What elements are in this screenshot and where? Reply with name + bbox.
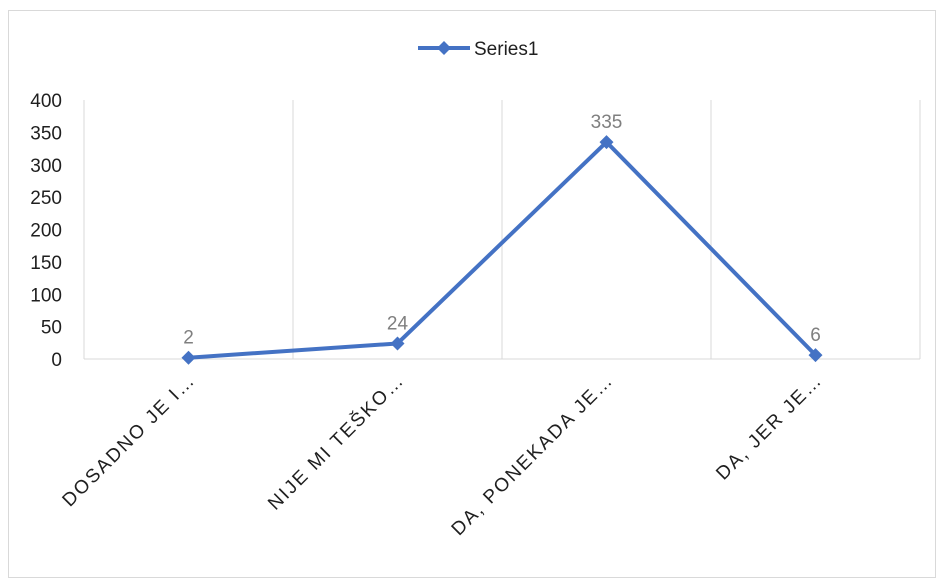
y-tick-label: 200 bbox=[30, 221, 62, 242]
chart-area bbox=[8, 10, 936, 578]
data-point-marker bbox=[808, 348, 823, 363]
y-tick-label: 250 bbox=[30, 188, 62, 209]
data-label: 24 bbox=[387, 313, 409, 334]
legend: Series1 bbox=[418, 39, 538, 60]
series-markers bbox=[181, 135, 823, 365]
gridlines bbox=[83, 100, 921, 359]
x-axis-category-labels: DOSADNO JE I… NIJE MI TEŠKO… DA, PONEKADA … bbox=[59, 369, 827, 540]
y-axis-tick-labels: 0 50 100 150 200 250 300 350 400 bbox=[30, 91, 62, 371]
legend-diamond-icon bbox=[437, 41, 451, 55]
x-category-label: DOSADNO JE I… bbox=[59, 370, 200, 511]
data-labels: 2 24 335 6 bbox=[183, 112, 821, 349]
series-line bbox=[188, 140, 817, 360]
y-tick-label: 100 bbox=[30, 285, 62, 306]
y-tick-label: 0 bbox=[51, 350, 62, 371]
y-tick-label: 400 bbox=[30, 91, 62, 112]
legend-label: Series1 bbox=[474, 39, 538, 60]
data-point-marker bbox=[390, 336, 405, 351]
data-point-marker bbox=[181, 350, 196, 365]
data-point-marker bbox=[599, 135, 614, 150]
x-category-label: DA, PONEKADA JE… bbox=[448, 370, 618, 540]
y-tick-label: 50 bbox=[41, 318, 62, 339]
data-label: 2 bbox=[183, 328, 194, 349]
y-tick-label: 300 bbox=[30, 156, 62, 177]
x-category-label: NIJE MI TEŠKO… bbox=[263, 369, 409, 515]
data-label: 335 bbox=[591, 112, 623, 133]
y-tick-label: 150 bbox=[30, 253, 62, 274]
data-label: 6 bbox=[810, 325, 821, 346]
x-category-label: DA, JER JE… bbox=[712, 370, 827, 485]
y-tick-label: 350 bbox=[30, 123, 62, 144]
